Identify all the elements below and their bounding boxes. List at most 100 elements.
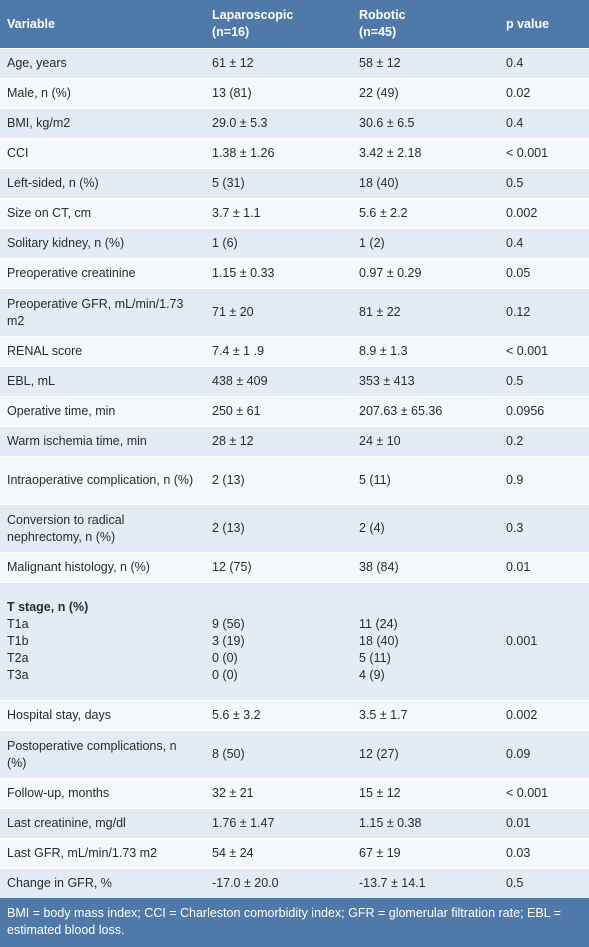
t-stage-laparoscopic-cell: 9 (56) 3 (19) 0 (0) 0 (0) — [205, 582, 352, 701]
t-stage-p-value-cell: 0.001 — [499, 582, 589, 701]
table-row: Preoperative creatinine 1.15 ± 0.33 0.97 ±… — [0, 258, 589, 289]
table-row: EBL, mL 438 ± 409 353 ± 413 0.5 — [0, 366, 589, 397]
table-row: Operative time, min 250 ± 61 207.63 ± 65.3… — [0, 396, 589, 427]
p-value-cell: 0.5 — [499, 168, 589, 199]
laparoscopic-cell: 1.38 ± 1.26 — [205, 138, 352, 169]
t-stage-robotic-cell: 11 (24) 18 (40) 5 (11) 4 (9) — [352, 582, 499, 701]
variable-cell: Preoperative creatinine — [0, 258, 205, 289]
p-value-cell: < 0.001 — [499, 778, 589, 809]
t-stage-label: T2a — [7, 651, 29, 665]
variable-cell: Male, n (%) — [0, 78, 205, 109]
laparoscopic-cell: 5 (31) — [205, 168, 352, 199]
variable-cell: Solitary kidney, n (%) — [0, 228, 205, 259]
t-stage-value: 11 (24) — [359, 617, 398, 631]
table-row: Left-sided, n (%) 5 (31) 18 (40) 0.5 — [0, 168, 589, 199]
robotic-cell: 5 (11) — [352, 456, 499, 505]
robotic-cell: 1.15 ± 0.38 — [352, 808, 499, 839]
p-value-cell: 0.03 — [499, 838, 589, 869]
robotic-cell: 30.6 ± 6.5 — [352, 108, 499, 139]
variable-cell: Left-sided, n (%) — [0, 168, 205, 199]
variable-cell: Warm ischemia time, min — [0, 426, 205, 457]
table-body: Age, years 61 ± 12 58 ± 12 0.4 Male, n (%) 13… — [0, 48, 589, 898]
t-stage-value: 0 (0) — [212, 668, 238, 682]
laparoscopic-cell: 3.7 ± 1.1 — [205, 198, 352, 229]
robotic-cell: 2 (4) — [352, 504, 499, 553]
p-value-cell: 0.4 — [499, 228, 589, 259]
footnote: BMI = body mass index; CCI = Charleston … — [0, 898, 589, 947]
table-footer: BMI = body mass index; CCI = Charleston … — [0, 898, 589, 947]
variable-cell: Last GFR, mL/min/1.73 m2 — [0, 838, 205, 869]
table-header: Variable Laparoscopic (n=16) Robotic (n=… — [0, 0, 589, 49]
laparoscopic-cell: 438 ± 409 — [205, 366, 352, 397]
laparoscopic-cell: 2 (13) — [205, 504, 352, 553]
laparoscopic-cell: 1.76 ± 1.47 — [205, 808, 352, 839]
table-row: Conversion to radical nephrectomy, n (%)… — [0, 504, 589, 553]
robotic-cell: 12 (27) — [352, 730, 499, 779]
robotic-cell: 58 ± 12 — [352, 48, 499, 79]
p-value-cell: 0.09 — [499, 730, 589, 779]
table-row: Intraoperative complication, n (%) 2 (13)… — [0, 456, 589, 505]
laparoscopic-cell: 61 ± 12 — [205, 48, 352, 79]
robotic-cell: 5.6 ± 2.2 — [352, 198, 499, 229]
robotic-cell: 38 (84) — [352, 552, 499, 583]
variable-cell: CCI — [0, 138, 205, 169]
p-value-cell: 0.5 — [499, 868, 589, 898]
p-value-cell: 0.4 — [499, 108, 589, 139]
variable-cell: Age, years — [0, 48, 205, 79]
table-row: BMI, kg/m2 29.0 ± 5.3 30.6 ± 6.5 0.4 — [0, 108, 589, 139]
t-stage-value: 18 (40) — [359, 634, 399, 648]
robotic-cell: 353 ± 413 — [352, 366, 499, 397]
t-stage-title: T stage, n (%) — [7, 600, 89, 614]
variable-cell: Postoperative complications, n (%) — [0, 730, 205, 779]
p-value-cell: 0.4 — [499, 48, 589, 79]
robotic-cell: 24 ± 10 — [352, 426, 499, 457]
header-variable: Variable — [0, 0, 205, 49]
laparoscopic-cell: 54 ± 24 — [205, 838, 352, 869]
laparoscopic-cell: 28 ± 12 — [205, 426, 352, 457]
t-stage-value: 9 (56) — [212, 617, 245, 631]
robotic-cell: 18 (40) — [352, 168, 499, 199]
laparoscopic-cell: 13 (81) — [205, 78, 352, 109]
variable-cell: Conversion to radical nephrectomy, n (%) — [0, 504, 205, 553]
laparoscopic-cell: 1 (6) — [205, 228, 352, 259]
table-row: Last creatinine, mg/dl 1.76 ± 1.47 1.15 ± … — [0, 808, 589, 839]
header-robotic-label: Robotic — [359, 8, 406, 22]
t-stage-value: 3 (19) — [212, 634, 245, 648]
laparoscopic-cell: 7.4 ± 1 .9 — [205, 336, 352, 367]
table-row: Solitary kidney, n (%) 1 (6) 1 (2) 0.4 — [0, 228, 589, 259]
t-stage-label: T1a — [7, 617, 29, 631]
p-value-cell: 0.01 — [499, 808, 589, 839]
robotic-cell: 22 (49) — [352, 78, 499, 109]
table-row: CCI 1.38 ± 1.26 3.42 ± 2.18 < 0.001 — [0, 138, 589, 169]
p-value-cell: 0.02 — [499, 78, 589, 109]
table-row: Age, years 61 ± 12 58 ± 12 0.4 — [0, 48, 589, 79]
table-row: Hospital stay, days 5.6 ± 3.2 3.5 ± 1.7 0.0… — [0, 700, 589, 731]
table-row: Postoperative complications, n (%) 8 (50)… — [0, 730, 589, 779]
robotic-cell: 3.5 ± 1.7 — [352, 700, 499, 731]
header-p-value: p value — [499, 0, 589, 49]
robotic-cell: 3.42 ± 2.18 — [352, 138, 499, 169]
laparoscopic-cell: 8 (50) — [205, 730, 352, 779]
table-row: Change in GFR, % -17.0 ± 20.0 -13.7 ± 14.1… — [0, 868, 589, 898]
variable-cell: BMI, kg/m2 — [0, 108, 205, 139]
p-value-cell: 0.2 — [499, 426, 589, 457]
laparoscopic-cell: 1.15 ± 0.33 — [205, 258, 352, 289]
variable-cell: Hospital stay, days — [0, 700, 205, 731]
robotic-cell: -13.7 ± 14.1 — [352, 868, 499, 898]
header-laparoscopic: Laparoscopic (n=16) — [205, 0, 352, 49]
t-stage-value: 5 (11) — [359, 651, 391, 665]
t-stage-value: 4 (9) — [359, 668, 385, 682]
t-stage-value: 0 (0) — [212, 651, 238, 665]
table-row: Last GFR, mL/min/1.73 m2 54 ± 24 67 ± 19 0.… — [0, 838, 589, 869]
p-value-cell: 0.0956 — [499, 396, 589, 427]
robotic-cell: 8.9 ± 1.3 — [352, 336, 499, 367]
robotic-cell: 207.63 ± 65.36 — [352, 396, 499, 427]
p-value-cell: 0.5 — [499, 366, 589, 397]
table-row: Male, n (%) 13 (81) 22 (49) 0.02 — [0, 78, 589, 109]
variable-cell: Preoperative GFR, mL/min/1.73 m2 — [0, 288, 205, 337]
table-row: RENAL score 7.4 ± 1 .9 8.9 ± 1.3 < 0.001 — [0, 336, 589, 367]
t-stage-variable-cell: T stage, n (%) T1a T1b T2a T3a — [0, 582, 205, 701]
laparoscopic-cell: 71 ± 20 — [205, 288, 352, 337]
p-value-cell: < 0.001 — [499, 336, 589, 367]
variable-cell: Intraoperative complication, n (%) — [0, 456, 205, 505]
